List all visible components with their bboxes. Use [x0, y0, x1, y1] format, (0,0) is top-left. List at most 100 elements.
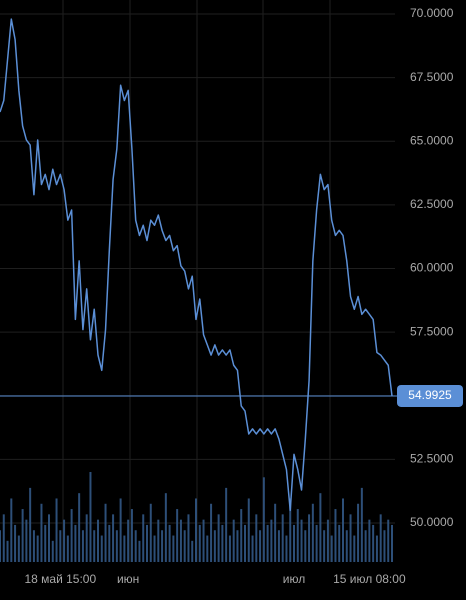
- y-tick-label: 62.5000: [410, 197, 454, 211]
- volume-bar: [168, 524, 171, 562]
- x-tick-label: июн: [117, 572, 139, 586]
- volume-bar: [25, 519, 28, 562]
- volume-bar: [244, 524, 246, 562]
- volume-bar: [281, 514, 284, 562]
- volume-bar: [191, 540, 194, 562]
- volume-bar: [353, 535, 356, 562]
- volume-bar: [149, 503, 152, 562]
- volume-bar: [74, 524, 77, 562]
- volume-bar: [14, 524, 17, 562]
- volume-bar: [2, 514, 5, 562]
- volume-bar: [210, 503, 213, 562]
- volume-bar: [157, 519, 160, 562]
- volume-bar: [315, 524, 318, 562]
- volume-bar: [187, 514, 190, 562]
- volume-bar: [29, 487, 32, 562]
- volume-bar: [251, 535, 254, 562]
- volume-bar: [345, 530, 348, 562]
- volume-bar: [161, 530, 164, 562]
- current-price-label: 54.9925: [408, 388, 452, 402]
- volume-bar: [259, 530, 262, 562]
- volume-bar: [323, 530, 326, 562]
- volume-bar: [127, 519, 130, 562]
- volume-bar: [285, 535, 288, 562]
- volume-bar: [115, 530, 118, 562]
- volume-bar: [308, 514, 311, 562]
- volume-bar: [32, 530, 35, 562]
- volume-bar: [153, 535, 156, 562]
- volume-bar: [44, 524, 47, 562]
- volume-bar: [221, 524, 224, 562]
- volume-bar: [300, 519, 303, 562]
- volume-bar: [66, 535, 69, 562]
- x-tick-label: июл: [283, 572, 305, 586]
- volume-bar: [108, 524, 111, 562]
- volume-bar: [112, 514, 115, 562]
- volume-bar: [217, 514, 220, 562]
- volume-bar: [206, 535, 209, 562]
- volume-bar: [100, 535, 103, 562]
- volume-bar: [262, 477, 265, 562]
- volume-bar: [89, 472, 92, 562]
- volume-bar: [0, 530, 1, 562]
- volume-bar: [326, 519, 329, 562]
- volume-bar: [349, 514, 352, 562]
- volume-bar: [164, 493, 167, 562]
- volume-bar: [236, 530, 239, 562]
- volume-bar: [383, 530, 386, 562]
- volume-bar: [387, 519, 390, 562]
- volume-bar: [123, 535, 126, 562]
- price-line: [0, 18, 393, 512]
- y-tick-label: 60.0000: [410, 261, 454, 275]
- volume-bar: [213, 530, 216, 562]
- volume-bar: [51, 540, 54, 562]
- volume-bar: [81, 530, 84, 562]
- volume-bar: [195, 498, 197, 562]
- volume-bar: [142, 514, 145, 562]
- y-tick-label: 65.0000: [410, 133, 454, 147]
- volume-bar: [266, 524, 269, 562]
- volume-bar: [289, 498, 292, 562]
- volume-bar: [228, 535, 231, 562]
- volume-bar: [179, 519, 182, 562]
- volume-bar: [270, 519, 273, 562]
- volume-bar: [357, 503, 360, 562]
- volume-bar: [6, 540, 9, 562]
- volume-bar: [368, 519, 371, 562]
- volume-bar: [10, 498, 13, 562]
- volume-bar: [48, 514, 50, 562]
- volume-bar: [146, 524, 148, 562]
- volume-bar: [338, 524, 341, 562]
- volume-bar: [330, 535, 333, 562]
- volume-bar: [55, 498, 58, 562]
- volume-bar: [319, 493, 322, 562]
- volume-bar: [36, 535, 39, 562]
- x-tick-label: 15 июл 08:00: [333, 572, 406, 586]
- vertical-grid: [62, 0, 331, 562]
- volume-bar: [138, 540, 141, 562]
- y-tick-label: 57.5000: [410, 324, 454, 338]
- volume-bar: [63, 519, 66, 562]
- volume-bar: [17, 535, 20, 562]
- volume-bar: [334, 509, 337, 562]
- volume-bar: [183, 530, 186, 562]
- volume-bar: [274, 503, 277, 562]
- volume-bar: [21, 509, 24, 562]
- volume-bar: [379, 514, 382, 562]
- volume-bar: [85, 514, 88, 562]
- volume-bar: [40, 503, 43, 562]
- volume-bar: [372, 524, 375, 562]
- y-tick-label: 67.5000: [410, 70, 454, 84]
- volume-bar: [104, 503, 107, 562]
- volume-bar: [375, 535, 378, 562]
- volume-bar: [277, 530, 280, 562]
- y-tick-label: 70.0000: [410, 6, 454, 20]
- volume-bar: [311, 503, 314, 562]
- volume-bar: [172, 535, 175, 562]
- volume-bar: [59, 530, 62, 562]
- volume-bar: [176, 509, 179, 562]
- x-tick-label: 18 май 15:00: [24, 572, 96, 586]
- volume-bar: [70, 509, 73, 562]
